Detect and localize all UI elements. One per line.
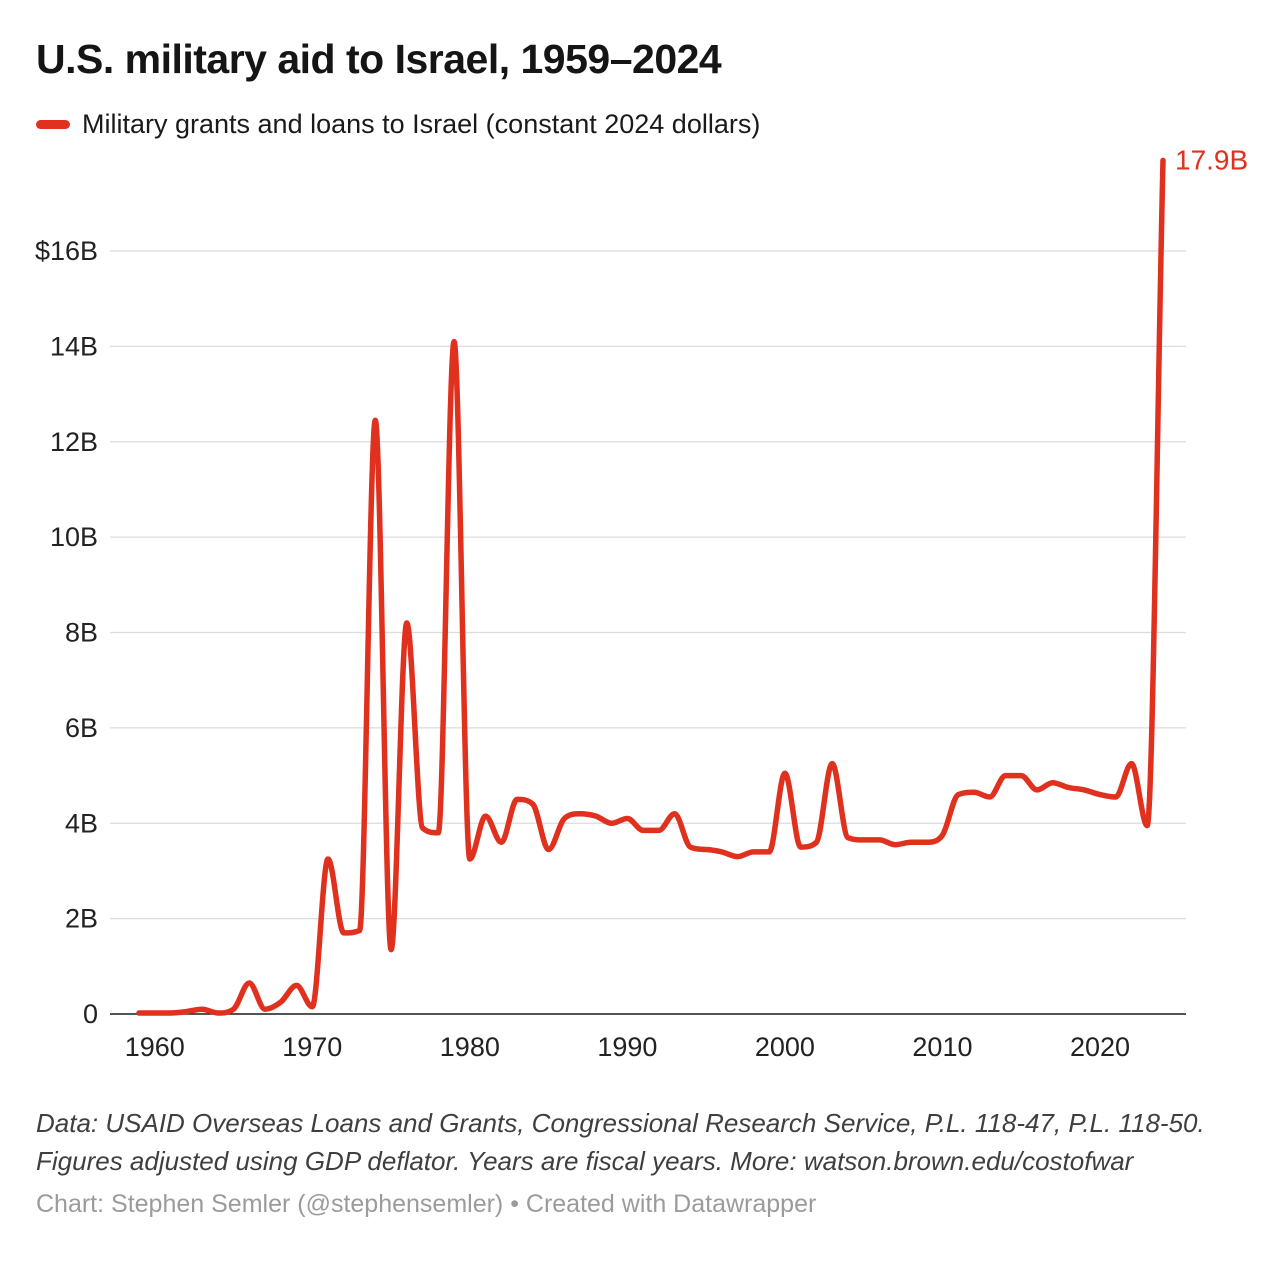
footer-credit: Chart: Stephen Semler (@stephensemler) •… bbox=[36, 1190, 817, 1219]
svg-text:1990: 1990 bbox=[597, 1032, 657, 1062]
legend-line-swatch-icon bbox=[36, 120, 70, 129]
footer-source-line-2: Figures adjusted using GDP deflator. Yea… bbox=[36, 1145, 1134, 1176]
chart-page: U.S. military aid to Israel, 1959–2024 M… bbox=[0, 36, 1248, 1219]
chart-footer: Data: USAID Overseas Loans and Grants, C… bbox=[36, 1105, 1244, 1219]
svg-text:6B: 6B bbox=[65, 713, 98, 743]
svg-text:4B: 4B bbox=[65, 808, 98, 838]
svg-text:2010: 2010 bbox=[912, 1032, 972, 1062]
svg-text:10B: 10B bbox=[50, 522, 98, 552]
footer-source-line-1: Data: USAID Overseas Loans and Grants, C… bbox=[36, 1108, 1205, 1138]
svg-text:$16B: $16B bbox=[35, 236, 98, 266]
svg-text:14B: 14B bbox=[50, 331, 98, 361]
svg-text:2020: 2020 bbox=[1070, 1032, 1130, 1062]
legend-label: Military grants and loans to Israel (con… bbox=[82, 109, 761, 139]
svg-text:0: 0 bbox=[83, 999, 98, 1029]
svg-text:1960: 1960 bbox=[125, 1032, 185, 1062]
svg-text:2B: 2B bbox=[65, 904, 98, 934]
legend: Military grants and loans to Israel (con… bbox=[36, 109, 1244, 140]
svg-text:1980: 1980 bbox=[440, 1032, 500, 1062]
svg-text:1970: 1970 bbox=[282, 1032, 342, 1062]
line-chart: 0 2B 4B 6B 8B 10B 12B 14B $16B 1960 1970 1980 1990 20… bbox=[35, 144, 1248, 1062]
aid-line-series bbox=[136, 157, 1166, 1016]
chart-area: 0 2B 4B 6B 8B 10B 12B 14B $16B 1960 1970 1980 1990 20… bbox=[0, 144, 1248, 1079]
end-value-label: 17.9B bbox=[1175, 144, 1248, 175]
svg-text:2000: 2000 bbox=[755, 1032, 815, 1062]
chart-title: U.S. military aid to Israel, 1959–2024 bbox=[36, 36, 722, 82]
svg-text:12B: 12B bbox=[50, 427, 98, 457]
svg-text:8B: 8B bbox=[65, 618, 98, 648]
